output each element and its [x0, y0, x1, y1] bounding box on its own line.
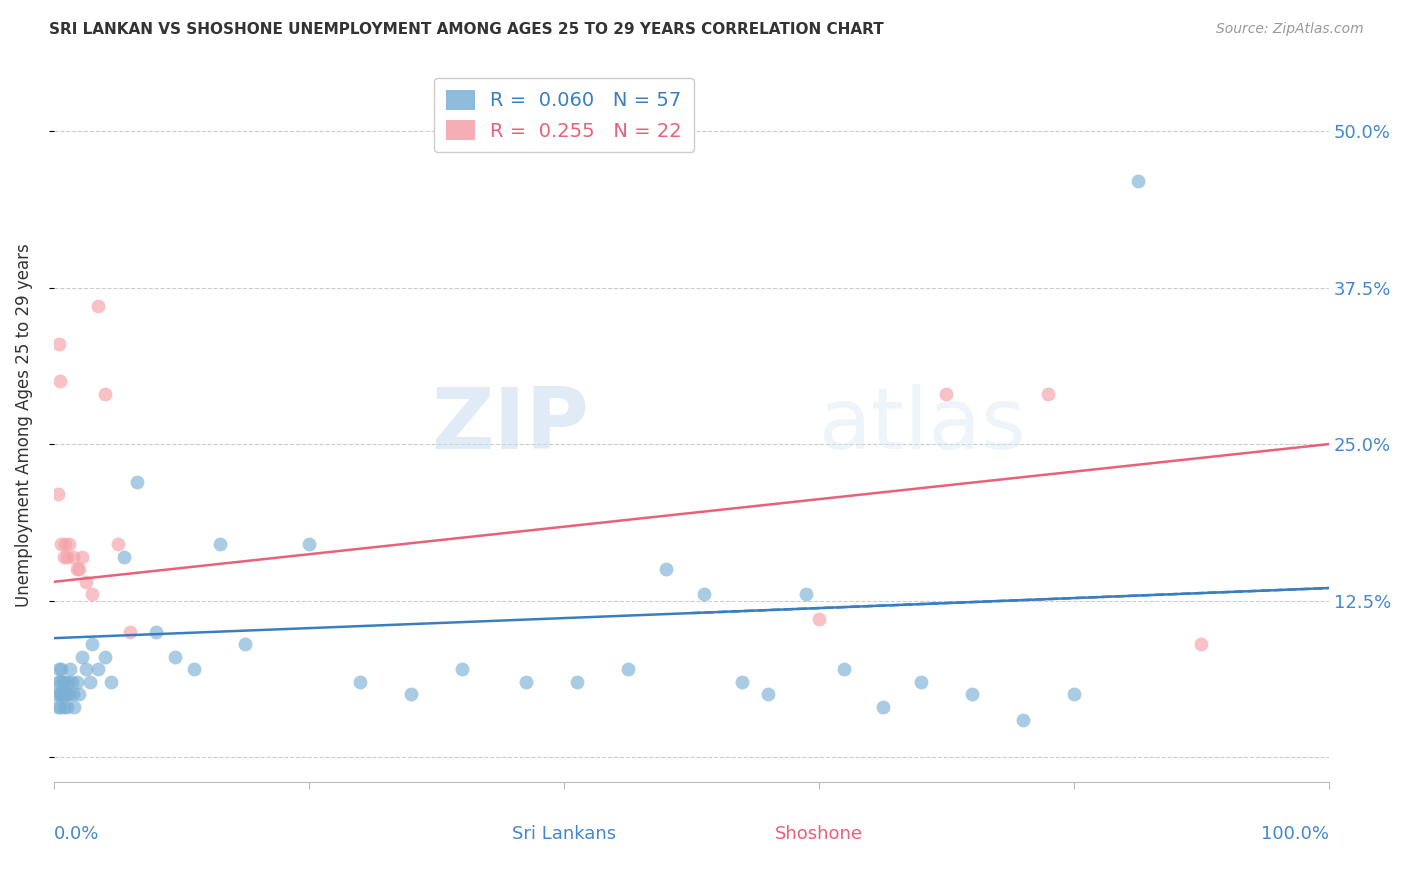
Point	[55, 549, 77, 564]
Point	[399, 688, 422, 702]
Point	[94, 387, 117, 401]
Point	[48, 688, 70, 702]
Point	[58, 537, 80, 551]
Point	[62, 688, 84, 702]
Point	[49, 700, 72, 714]
Point	[163, 649, 186, 664]
Point	[52, 688, 75, 702]
Text: Sri Lankans: Sri Lankans	[512, 825, 616, 843]
Point	[75, 574, 97, 589]
Point	[120, 624, 142, 639]
Point	[1063, 688, 1085, 702]
Point	[1011, 713, 1033, 727]
Point	[87, 662, 110, 676]
Text: SRI LANKAN VS SHOSHONE UNEMPLOYMENT AMONG AGES 25 TO 29 YEARS CORRELATION CHART: SRI LANKAN VS SHOSHONE UNEMPLOYMENT AMON…	[49, 22, 884, 37]
Legend: R =  0.060   N = 57, R =  0.255   N = 22: R = 0.060 N = 57, R = 0.255 N = 22	[434, 78, 693, 153]
Point	[125, 475, 148, 489]
Point	[75, 662, 97, 676]
Point	[960, 688, 983, 702]
Text: Shoshone: Shoshone	[775, 825, 863, 843]
Point	[60, 675, 83, 690]
Text: 0.0%: 0.0%	[53, 825, 100, 843]
Point	[70, 549, 93, 564]
Text: 100.0%: 100.0%	[1261, 825, 1329, 843]
Point	[59, 662, 82, 676]
Point	[52, 675, 75, 690]
Point	[66, 562, 89, 576]
Point	[79, 675, 101, 690]
Point	[49, 675, 72, 690]
Point	[807, 612, 830, 626]
Point	[51, 662, 73, 676]
Point	[450, 662, 472, 676]
Point	[183, 662, 205, 676]
Point	[145, 624, 167, 639]
Point	[53, 549, 76, 564]
Point	[935, 387, 957, 401]
Point	[67, 562, 90, 576]
Point	[731, 675, 754, 690]
Y-axis label: Unemployment Among Ages 25 to 29 years: Unemployment Among Ages 25 to 29 years	[15, 244, 32, 607]
Point	[48, 662, 70, 676]
Point	[1189, 637, 1212, 651]
Point	[1038, 387, 1060, 401]
Point	[58, 688, 80, 702]
Point	[49, 375, 72, 389]
Point	[655, 562, 678, 576]
Point	[565, 675, 588, 690]
Point	[53, 700, 76, 714]
Point	[80, 637, 103, 651]
Point	[756, 688, 779, 702]
Point	[66, 675, 89, 690]
Point	[94, 649, 117, 664]
Point	[349, 675, 371, 690]
Point	[233, 637, 256, 651]
Point	[48, 337, 70, 351]
Point	[87, 299, 110, 313]
Point	[70, 649, 93, 664]
Text: atlas: atlas	[818, 384, 1026, 467]
Point	[112, 549, 135, 564]
Point	[55, 688, 77, 702]
Point	[616, 662, 638, 676]
Point	[46, 487, 69, 501]
Point	[63, 700, 86, 714]
Point	[910, 675, 932, 690]
Point	[100, 675, 122, 690]
Point	[298, 537, 321, 551]
Point	[53, 537, 76, 551]
Point	[51, 688, 73, 702]
Point	[80, 587, 103, 601]
Point	[56, 675, 79, 690]
Point	[53, 688, 76, 702]
Point	[832, 662, 855, 676]
Point	[51, 537, 73, 551]
Point	[515, 675, 537, 690]
Point	[53, 675, 76, 690]
Point	[872, 700, 894, 714]
Point	[46, 700, 69, 714]
Point	[67, 688, 90, 702]
Point	[208, 537, 231, 551]
Point	[794, 587, 817, 601]
Point	[62, 549, 84, 564]
Text: Source: ZipAtlas.com: Source: ZipAtlas.com	[1216, 22, 1364, 37]
Point	[107, 537, 129, 551]
Point	[55, 700, 77, 714]
Point	[693, 587, 716, 601]
Point	[1126, 174, 1149, 188]
Text: ZIP: ZIP	[432, 384, 589, 467]
Point	[45, 688, 67, 702]
Point	[46, 675, 69, 690]
